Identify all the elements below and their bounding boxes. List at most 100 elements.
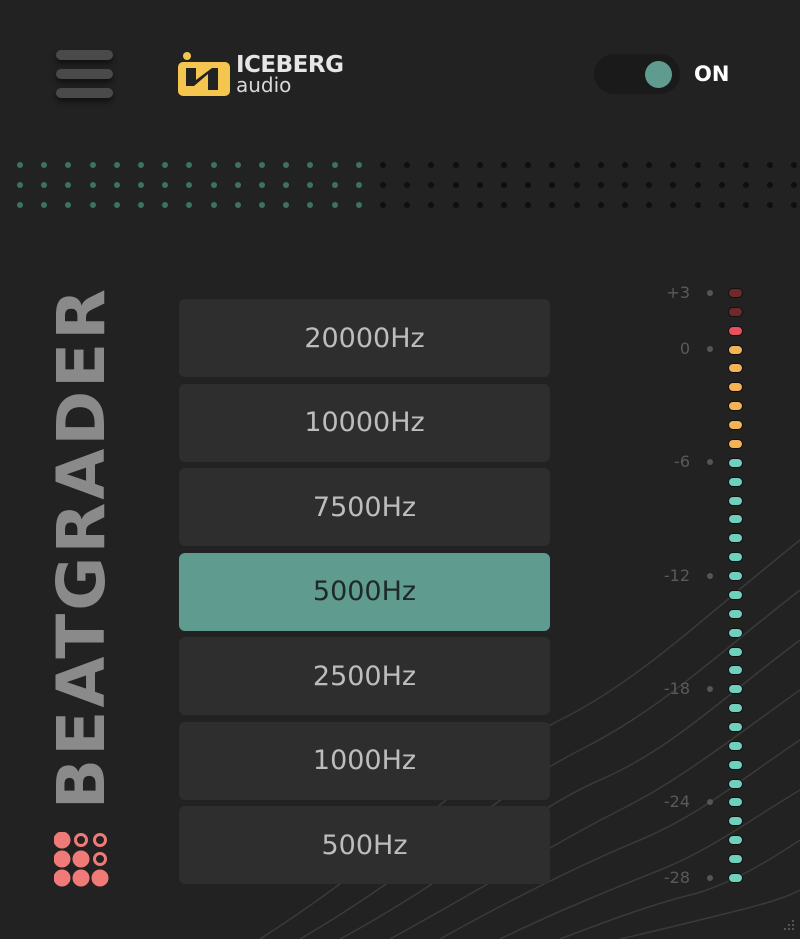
pattern-dot — [501, 182, 507, 188]
pattern-dot — [525, 162, 532, 168]
pattern-dot — [694, 182, 701, 188]
logo: ICEBERG audio — [178, 52, 344, 96]
meter-led — [728, 872, 743, 883]
meter-led — [728, 646, 743, 657]
pattern-dot — [259, 182, 265, 188]
pattern-dot — [113, 182, 120, 188]
scale-tick — [707, 290, 713, 296]
pattern-dot — [234, 182, 241, 188]
pattern-dot — [65, 202, 72, 208]
frequency-button[interactable]: 1000Hz — [179, 721, 550, 800]
meter-led — [728, 344, 743, 355]
pattern-dot — [65, 162, 72, 168]
pattern-dot — [452, 162, 459, 168]
pattern-dot — [355, 162, 362, 168]
meter-scale-label: -6 — [674, 452, 690, 471]
pattern-dot — [743, 162, 749, 168]
pattern-dot — [452, 182, 459, 188]
pattern-dot — [41, 162, 48, 168]
pattern-dot — [694, 162, 701, 168]
toggle-knob — [645, 61, 672, 88]
pattern-dot — [501, 162, 507, 168]
frequency-button[interactable]: 2500Hz — [179, 637, 550, 715]
scale-tick — [707, 459, 713, 465]
pattern-dot — [622, 162, 628, 168]
frequency-button[interactable]: 5000Hz — [179, 552, 550, 631]
pattern-dot — [622, 202, 628, 208]
pattern-dot — [65, 182, 72, 188]
meter-scale-label: -12 — [663, 566, 690, 585]
pattern-dot — [718, 182, 725, 188]
scale-tick — [707, 799, 713, 805]
meter-led — [728, 420, 743, 431]
pattern-dot — [476, 202, 483, 208]
pattern-dot — [670, 202, 677, 208]
pattern-dot — [622, 182, 628, 188]
pattern-dot — [89, 182, 96, 188]
frequency-button[interactable]: 20000Hz — [179, 299, 550, 377]
frequency-button[interactable]: 7500Hz — [179, 468, 550, 546]
meter-scale-label: +3 — [666, 283, 690, 302]
meter-led — [728, 740, 743, 751]
meter-led — [728, 797, 743, 808]
pattern-dot — [428, 182, 435, 188]
pattern-dot — [670, 182, 677, 188]
pattern-dot — [597, 202, 604, 208]
pattern-dot — [791, 182, 798, 188]
pattern-dot — [597, 162, 604, 168]
power-toggle[interactable] — [594, 54, 680, 94]
pattern-dot — [355, 182, 362, 188]
meter-led — [728, 816, 743, 827]
pattern-dot — [89, 202, 96, 208]
pattern-dot — [743, 202, 749, 208]
pattern-dot — [259, 202, 265, 208]
pattern-dot — [549, 162, 556, 168]
meter-led — [728, 438, 743, 449]
pattern-dot — [17, 182, 23, 188]
pattern-dot — [210, 162, 217, 168]
pattern-dot — [283, 182, 290, 188]
pattern-dot — [113, 202, 120, 208]
pattern-dot — [718, 202, 725, 208]
pattern-dot — [380, 162, 386, 168]
pattern-dot — [525, 182, 532, 188]
meter-led — [728, 703, 743, 714]
pattern-dot — [791, 202, 798, 208]
pattern-dot — [210, 202, 217, 208]
pattern-dot — [646, 162, 653, 168]
meter-led — [728, 363, 743, 374]
pattern-dot — [694, 202, 701, 208]
pattern-dot — [380, 202, 386, 208]
pattern-dot — [428, 202, 435, 208]
meter-led — [728, 514, 743, 525]
pattern-dot — [549, 182, 556, 188]
meter-led — [728, 684, 743, 695]
meter-led — [728, 401, 743, 412]
pattern-dot — [404, 202, 411, 208]
pattern-dot — [307, 202, 314, 208]
pattern-dot — [259, 162, 265, 168]
meter-led — [728, 722, 743, 732]
menu-button[interactable] — [56, 50, 113, 100]
pattern-dot — [573, 182, 580, 188]
pattern-dot — [404, 182, 411, 188]
frequency-button[interactable]: 500Hz — [179, 806, 550, 884]
pattern-dot — [476, 182, 483, 188]
resize-grip-icon[interactable] — [780, 918, 796, 934]
scale-tick — [707, 573, 713, 579]
power-label: ON — [694, 62, 730, 86]
pattern-dot — [210, 182, 217, 188]
meter-led — [728, 778, 743, 789]
meter-scale-label: -18 — [663, 679, 690, 698]
pattern-dot — [767, 182, 774, 188]
pattern-dot — [138, 182, 144, 188]
frequency-button[interactable]: 10000Hz — [179, 383, 550, 462]
pattern-dot — [186, 162, 193, 168]
pattern-dot — [186, 182, 193, 188]
product-title: BEATGRADER — [43, 285, 121, 810]
pattern-dot — [743, 182, 749, 188]
pattern-dot — [162, 162, 169, 168]
meter-led — [728, 627, 743, 638]
scale-tick — [707, 346, 713, 352]
pattern-dot — [41, 202, 48, 208]
